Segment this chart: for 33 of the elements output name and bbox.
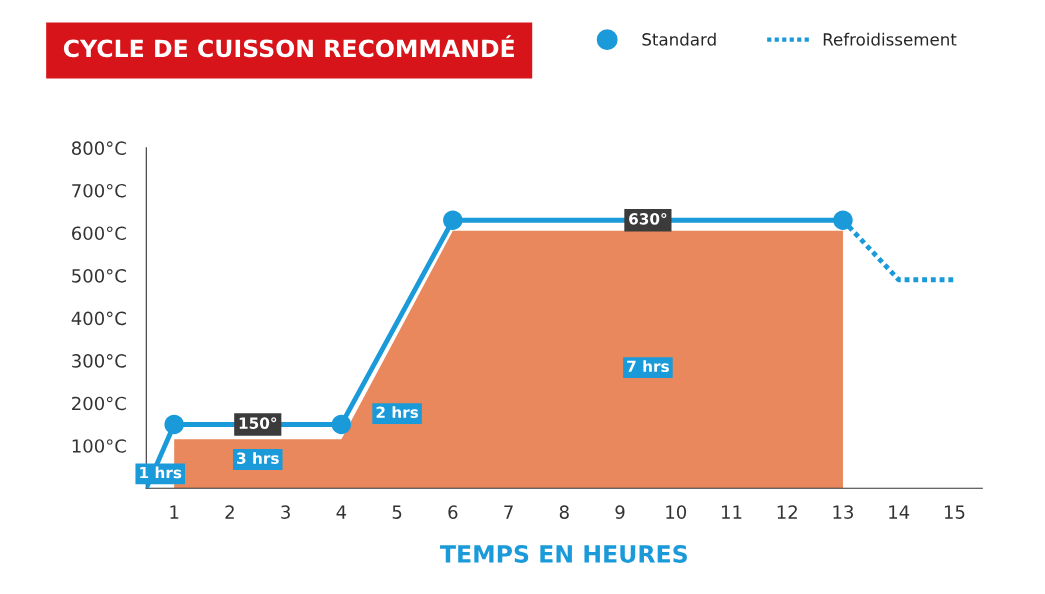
annotation: 3 hrs — [237, 452, 279, 464]
legend-label: Refroidissement — [823, 32, 957, 46]
x-tick-label: 3 — [281, 505, 290, 519]
x-tick-label: 2 — [225, 505, 234, 519]
x-tick-label: 15 — [944, 505, 965, 519]
x-tick-label: 10 — [666, 505, 687, 519]
legend-label: Standard — [642, 32, 716, 46]
x-tick-label: 14 — [889, 505, 910, 519]
x-tick-label: 9 — [615, 505, 625, 519]
x-tick-label: 7 — [504, 505, 513, 519]
y-tick-label: 300°C — [72, 354, 126, 368]
x-tick-label: 11 — [722, 505, 742, 519]
x-tick-label: 4 — [336, 505, 347, 519]
y-tick-label: 800°C — [71, 141, 126, 156]
y-tick-label: 100°C — [72, 439, 126, 453]
annotation: 1 hrs — [140, 466, 182, 479]
annotation: 7 hrs — [627, 360, 669, 373]
y-tick-label: 600°C — [72, 226, 126, 241]
x-tick-label: 5 — [392, 505, 402, 519]
annotation: 150° — [239, 417, 277, 429]
x-tick-label: 12 — [777, 505, 797, 519]
x-axis-title: TEMPS EN HEURES — [440, 545, 687, 563]
x-tick-label: 6 — [448, 505, 458, 519]
x-tick-label: 1 — [170, 505, 179, 519]
x-tick-label: 8 — [559, 505, 569, 519]
y-tick-label: 400°C — [71, 311, 126, 326]
y-tick-label: 200°C — [72, 396, 126, 411]
annotation: 2 hrs — [376, 406, 419, 419]
y-tick-label: 700°C — [72, 183, 126, 198]
x-tick-label: 13 — [833, 505, 854, 519]
y-tick-label: 500°C — [72, 269, 126, 283]
chart-title: CYCLE DE CUISSON RECOMMANDÉ — [63, 35, 514, 58]
annotation: 630° — [629, 213, 667, 225]
